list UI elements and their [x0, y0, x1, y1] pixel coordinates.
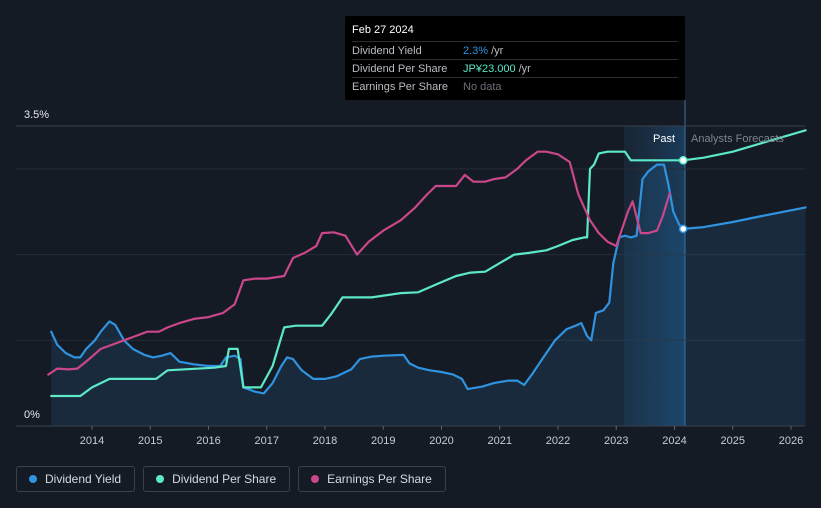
past-label: Past	[653, 133, 675, 145]
tooltip-row: Dividend Per Share JP¥23.000/yr	[352, 59, 678, 77]
legend-label: Earnings Per Share	[327, 472, 432, 486]
dividend-per-share-line	[50, 129, 807, 398]
tooltip-row: Dividend Yield 2.3%/yr	[352, 41, 678, 59]
tooltip-row-name: Earnings Per Share	[352, 80, 448, 93]
legend-label: Dividend Per Share	[172, 472, 277, 486]
tooltip-row-value: 2.3%	[463, 44, 489, 57]
legend: Dividend Yield Dividend Per Share Earnings…	[16, 466, 446, 492]
x-tick-label: 2023	[604, 435, 628, 447]
legend-dot-icon	[311, 475, 320, 483]
x-tick-label: 2018	[313, 435, 337, 447]
legend-item-dividend-yield[interactable]: Dividend Yield	[16, 466, 136, 492]
x-tick-label: 2017	[255, 435, 279, 447]
tooltip-row-name: Dividend Yield	[352, 44, 422, 57]
tooltip-row-value: JP¥23.000	[463, 62, 516, 75]
x-tick-label: 2019	[371, 435, 395, 447]
x-tick-label: 2024	[662, 435, 686, 447]
x-tick-label: 2016	[196, 435, 220, 447]
tooltip-row-name: Dividend Per Share	[352, 62, 448, 75]
x-tick-label: 2020	[429, 435, 453, 447]
x-tick-label: 2026	[779, 435, 803, 447]
tooltip-row-value: No data	[463, 80, 502, 93]
earnings-per-share-line	[47, 150, 671, 376]
tooltip: Feb 27 2024 Dividend Yield 2.3%/yr Dividen…	[345, 16, 685, 100]
analysts-forecasts-label: Analysts Forecasts	[691, 133, 784, 145]
legend-dot-icon	[156, 475, 165, 483]
x-tick-label: 2025	[721, 435, 745, 447]
dividend-per-share-marker	[678, 155, 688, 165]
legend-item-dividend-per-share[interactable]: Dividend Per Share	[143, 466, 291, 492]
dividend-yield-line	[50, 163, 807, 395]
dividend-yield-marker	[678, 224, 688, 234]
x-tick-label: 2022	[546, 435, 570, 447]
tooltip-date: Feb 27 2024	[352, 24, 414, 36]
tooltip-row-unit: /yr	[518, 62, 531, 75]
past-region-shade	[624, 126, 685, 426]
legend-item-earnings-per-share[interactable]: Earnings Per Share	[298, 466, 446, 492]
x-tick-label: 2021	[488, 435, 512, 447]
legend-dot-icon	[29, 475, 37, 483]
y-tick-label-max: 3.5%	[24, 109, 49, 121]
tooltip-row: Earnings Per Share No data	[352, 77, 678, 95]
x-tick-label: 2014	[80, 435, 104, 447]
y-tick-label-min: 0%	[24, 409, 40, 421]
legend-label: Dividend Yield	[45, 472, 122, 486]
tooltip-row-unit: /yr	[491, 44, 504, 57]
dividend-yield-area	[51, 164, 806, 426]
x-tick-label: 2015	[138, 435, 162, 447]
